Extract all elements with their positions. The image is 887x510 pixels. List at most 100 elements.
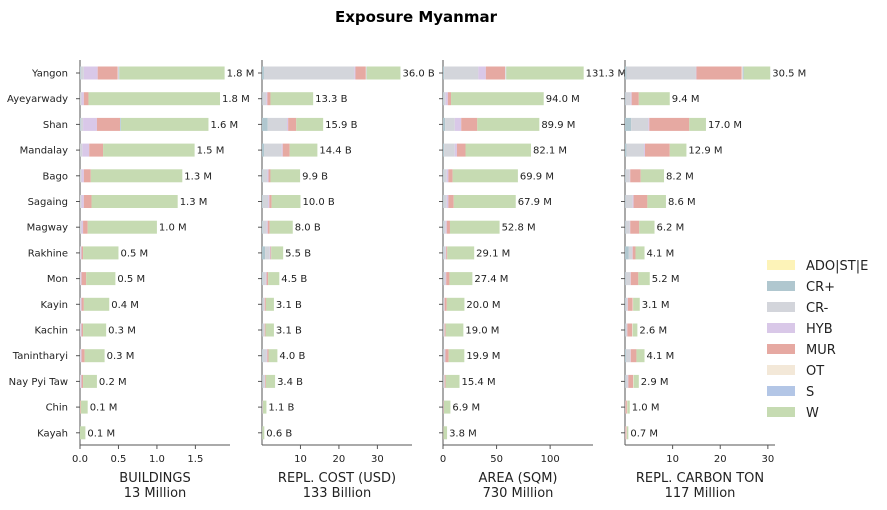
region-label: Tanintharyi xyxy=(12,351,68,362)
bar-total-label: 9.9 B xyxy=(302,171,328,182)
bar-total-label: 4.0 B xyxy=(279,351,305,362)
bar-total-label: 1.5 M xyxy=(197,146,225,157)
x-axis-sublabel: 730 Million xyxy=(483,486,554,501)
legend-swatch xyxy=(767,386,795,396)
bar-segment-cr- xyxy=(443,246,444,260)
bar-total-label: 27.4 M xyxy=(474,274,508,285)
bar-segment-w xyxy=(636,349,645,363)
bar-segment-mur xyxy=(630,220,640,234)
bar-segment-mur xyxy=(81,374,84,388)
bar-segment-w xyxy=(119,66,225,80)
bar-total-label: 29.1 M xyxy=(476,248,510,259)
bar-total-label: 1.0 M xyxy=(632,403,660,414)
bar-segment-w xyxy=(477,117,540,131)
bar-total-label: 36.0 B xyxy=(402,69,434,80)
bar-total-label: 2.6 M xyxy=(639,326,667,337)
region-label: Nay Pyi Taw xyxy=(9,377,68,388)
bar-segment-s xyxy=(120,117,121,131)
bar-segment-mur xyxy=(267,92,271,106)
bar-total-label: 0.4 M xyxy=(111,300,139,311)
bar-segment-cr- xyxy=(625,66,627,80)
bar-total-label: 0.5 M xyxy=(120,248,148,259)
bar-total-label: 3.1 B xyxy=(276,326,302,337)
bar-total-label: 12.9 M xyxy=(688,146,722,157)
bar-segment-cr- xyxy=(625,220,630,234)
bar-segment-hyb xyxy=(648,117,650,131)
legend-label: S xyxy=(806,385,814,400)
bar-segment-mur xyxy=(444,374,446,388)
bar-segment-ot xyxy=(741,66,743,80)
bar-segment-mur xyxy=(630,349,637,363)
bar-segment-w xyxy=(453,195,516,208)
bar-segment-mur xyxy=(445,349,449,363)
bar-segment-cr- xyxy=(262,66,264,80)
bar-segment-mur xyxy=(267,220,270,234)
bar-segment-s xyxy=(118,66,120,80)
bar-segment-mur xyxy=(282,143,290,157)
bar-segment-mur xyxy=(630,169,641,183)
bar-segment-mur xyxy=(89,143,104,157)
bar-segment-w xyxy=(268,272,280,286)
bar-total-label: 3.4 B xyxy=(277,377,303,388)
bar-total-label: 19.9 M xyxy=(466,351,500,362)
bar-total-label: 0.1 M xyxy=(87,428,115,439)
bar-segment-w xyxy=(639,220,655,234)
region-label: Kachin xyxy=(35,326,68,337)
legend-label: CR- xyxy=(806,301,829,316)
x-tick-label: 30 xyxy=(761,454,774,465)
legend-swatch xyxy=(767,302,795,312)
bar-segment-mur xyxy=(81,323,84,337)
region-label: Sagaing xyxy=(28,197,68,208)
bar-segment-cr- xyxy=(443,195,447,208)
x-tick-label: 100 xyxy=(541,454,560,465)
bar-segment-w xyxy=(633,374,639,388)
bar-segment-cr- xyxy=(262,272,266,286)
region-label: Shan xyxy=(43,120,68,131)
bar-segment-mur xyxy=(630,272,639,286)
region-label: Rakhine xyxy=(28,248,68,259)
region-label: Chin xyxy=(46,403,68,414)
bar-segment-w xyxy=(103,143,195,157)
bar-segment-cr- xyxy=(443,143,445,157)
bar-segment-cr- xyxy=(262,349,267,363)
bar-segment-cr- xyxy=(265,246,270,260)
bar-segment-w xyxy=(635,246,645,260)
bar-segment-mur xyxy=(264,297,266,311)
bar-segment-cr- xyxy=(443,220,446,234)
bar-segment-cr- xyxy=(80,92,82,106)
bar-segment-hyb xyxy=(446,195,449,208)
bar-segment-mur xyxy=(83,220,88,234)
bar-segment-cr- xyxy=(264,143,282,157)
bar-segment-w xyxy=(443,400,451,414)
bar-segment-cr- xyxy=(625,143,627,157)
bar-segment-mur xyxy=(264,323,266,337)
bar-total-label: 14.4 B xyxy=(319,146,351,157)
bar-total-label: 0.5 M xyxy=(117,274,145,285)
bar-segment-w xyxy=(449,272,473,286)
region-label: Ayeyarwady xyxy=(7,94,68,105)
bar-total-label: 0.2 M xyxy=(99,377,127,388)
panel-2: 10 20 30 REPL. COST (USD)133 Billion 36.0 B 1… xyxy=(258,60,435,501)
bar-segment-cr- xyxy=(262,92,267,106)
bar-segment-hyb xyxy=(632,195,634,208)
bar-segment-cr- xyxy=(80,297,81,311)
bar-segment-mur xyxy=(628,374,634,388)
bar-segment-hyb xyxy=(266,220,268,234)
bar-segment-mur xyxy=(448,169,453,183)
bar-total-label: 2.9 M xyxy=(641,377,669,388)
bar-segment-mur xyxy=(265,374,266,388)
region-label: Kayin xyxy=(40,300,68,311)
bar-segment-cr- xyxy=(625,169,630,183)
bar-segment-mur xyxy=(444,323,446,337)
bar-total-label: 17.0 M xyxy=(708,120,742,131)
bar-segment-mur xyxy=(269,195,272,208)
bar-total-label: 67.9 M xyxy=(518,197,552,208)
bar-total-label: 0.3 M xyxy=(107,351,135,362)
bar-total-label: 52.8 M xyxy=(502,223,536,234)
bar-segment-hyb xyxy=(82,143,90,157)
bar-segment-hyb xyxy=(478,66,486,80)
bar-total-label: 1.6 M xyxy=(210,120,238,131)
bar-segment-cr- xyxy=(80,169,82,183)
x-tick-label: 20 xyxy=(714,454,727,465)
